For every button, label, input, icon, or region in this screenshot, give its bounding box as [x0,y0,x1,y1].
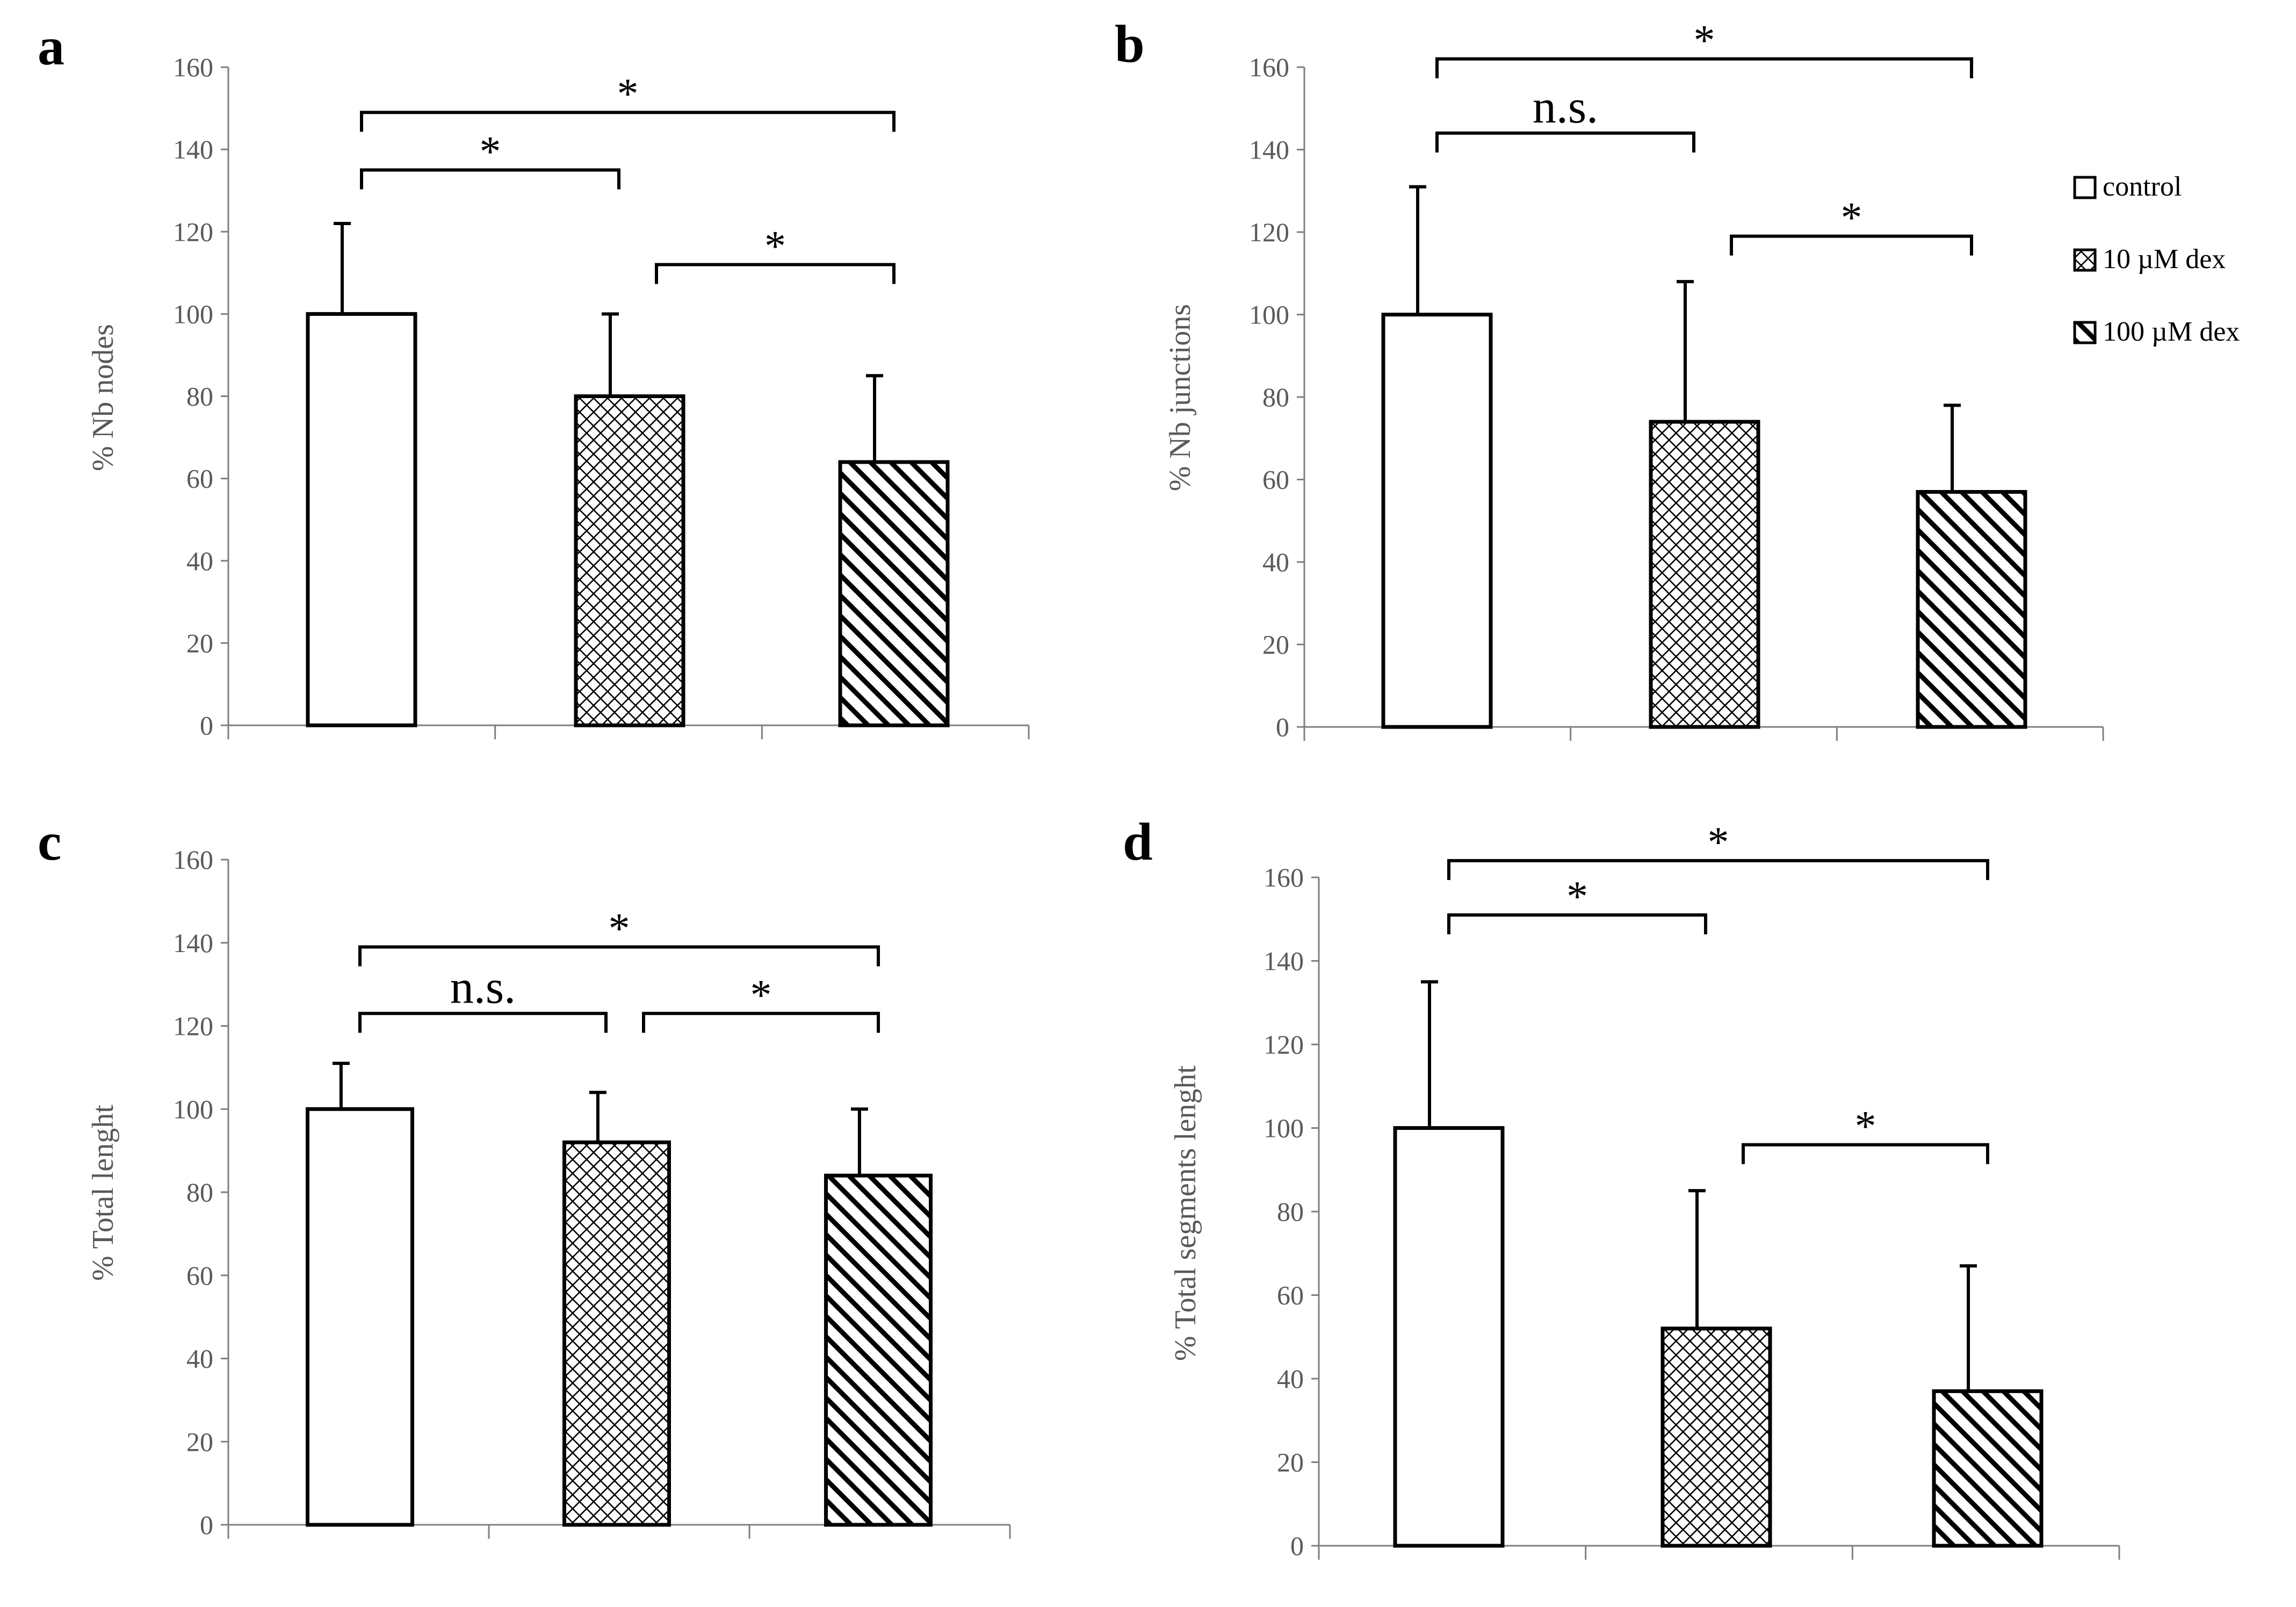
panel-a: a 0 20 40 60 80 100 120 140 160 % Nb nodes * * * [38,17,1030,740]
panel-b-y-tick-label: 120 [1249,217,1289,247]
panel-d-significance-label-1: * [1566,873,1588,920]
panel-d-significance-label-3: * [1855,1103,1876,1150]
panel-b-significance-label-2: * [1694,17,1715,64]
panel-a-y-tick-label: 20 [186,628,213,658]
panel-c-significance-label-1: n.s. [450,961,516,1013]
panel-d-y-tick-label: 20 [1277,1447,1304,1478]
panel-a-y-tick-label: 160 [173,52,213,82]
panel-a-y-tick-label: 140 [173,134,213,164]
panel-a-y-tick-label: 0 [200,710,213,740]
legend-label-3: 100 µM dex [2103,316,2240,347]
panel-c-y-tick-label: 40 [186,1344,213,1374]
panel-a-y-tick-label: 100 [173,299,213,329]
panel-d-significance-bracket-1 [1447,913,1707,934]
panel-c: c 0 20 40 60 80 100 120 140 160 % Total lenght n.s.… [38,812,1011,1540]
panel-c-y-tick-label: 20 [186,1426,213,1457]
panel-d-bar-2 [1660,1327,1772,1548]
panel-d-significance-bracket-3 [1742,1143,1989,1164]
panel-b-y-tick-label: 60 [1262,465,1289,495]
legend-label-1: control [2103,171,2182,202]
panel-d-y-tick-label: 80 [1277,1197,1304,1227]
panel-b-y-tick-label: 160 [1249,52,1289,82]
panel-d-significance-bracket-2 [1447,859,1989,880]
panel-b-y-tick-label: 40 [1262,547,1289,577]
panel-b-significance-bracket-2 [1435,57,1973,78]
panel-a-y-tick-label: 120 [173,217,213,247]
panel-b-significance-bracket-1 [1435,131,1695,153]
panel-d-bar-3 [1932,1389,2044,1548]
panel-c-y-axis-title: % Total lenght [86,1105,120,1281]
legend-swatch-2 [2073,248,2097,272]
legend-swatch-3 [2073,321,2097,344]
panel-b-y-tick-label: 140 [1249,135,1289,165]
panel-b-significance-label-1: n.s. [1533,81,1598,133]
panel-d-y-tick-label: 160 [1263,862,1304,892]
legend: control 10 µM dex 100 µM dex [2073,171,2240,347]
panel-c-significance-bracket-3 [642,1012,880,1033]
panel-b-bar-2 [1649,420,1760,729]
panel-c-bar-3 [824,1173,933,1527]
panel-a-bar-1 [306,312,417,727]
panel-a-significance-bracket-1 [360,168,620,190]
panel-b-bar-1 [1381,313,1493,729]
panel-c-y-tick-label: 140 [173,928,213,958]
panel-a-significance-label-2: * [617,70,639,118]
panel-a-significance-label-3: * [764,223,786,270]
panel-c-significance-bracket-1 [358,1012,608,1033]
panel-c-significance-label-2: * [609,905,630,952]
panel-d: d 0 20 40 60 80 100 120 140 160 % Total segments l… [1123,812,2120,1561]
panel-d-letter: d [1123,812,1153,871]
panel-a-y-tick-label: 60 [186,464,213,494]
panel-c-y-tick-label: 120 [173,1011,213,1041]
panel-a-bar-2 [574,394,685,727]
panel-d-y-tick-label: 0 [1290,1531,1304,1561]
panel-c-y-tick-label: 0 [200,1510,213,1540]
panel-d-y-tick-label: 60 [1277,1280,1304,1310]
panel-a-y-axis-title: % Nb nodes [86,324,120,471]
panel-b-y-tick-label: 0 [1276,712,1289,742]
panel-a-y-tick-label: 80 [186,381,213,412]
panel-c-y-tick-label: 100 [173,1094,213,1124]
panel-c-y-tick-label: 80 [186,1177,213,1207]
legend-swatch-1 [2073,176,2097,199]
panel-a-y-tick-label: 40 [186,546,213,576]
panel-b-significance-label-3: * [1841,194,1862,242]
panel-d-y-tick-label: 120 [1263,1029,1304,1060]
panel-d-y-axis-title: % Total segments lenght [1169,1065,1202,1361]
panel-b-y-tick-label: 100 [1249,300,1289,330]
panel-c-letter: c [38,812,61,871]
panel-d-y-tick-label: 40 [1277,1364,1304,1394]
panel-c-significance-bracket-2 [358,945,880,967]
panel-c-bar-1 [306,1107,414,1527]
panel-b-letter: b [1115,14,1145,74]
panel-d-significance-label-2: * [1708,819,1729,866]
panel-c-significance-label-3: * [750,971,772,1019]
panel-c-bar-2 [562,1140,671,1527]
panel-b-bar-3 [1916,490,2027,729]
panel-a-significance-bracket-3 [655,263,896,284]
panel-c-y-tick-label: 60 [186,1260,213,1291]
legend-label-2: 10 µM dex [2103,244,2226,275]
panel-b: b 0 20 40 60 80 100 120 140 160 % Nb junctions n.s.… [1115,14,2104,742]
panel-d-y-tick-label: 140 [1263,946,1304,976]
panel-d-y-tick-label: 100 [1263,1113,1304,1143]
panel-b-y-axis-title: % Nb junctions [1164,304,1197,491]
panel-b-y-tick-label: 80 [1262,382,1289,412]
panel-a-significance-label-1: * [480,128,501,175]
panel-d-bar-1 [1393,1126,1505,1548]
panel-b-significance-bracket-3 [1730,234,1973,256]
panel-a-significance-bracket-2 [360,111,896,132]
panel-a-letter: a [38,17,64,76]
panel-a-bar-3 [838,460,950,727]
panel-b-y-tick-label: 20 [1262,630,1289,660]
panel-c-y-tick-label: 160 [173,845,213,875]
